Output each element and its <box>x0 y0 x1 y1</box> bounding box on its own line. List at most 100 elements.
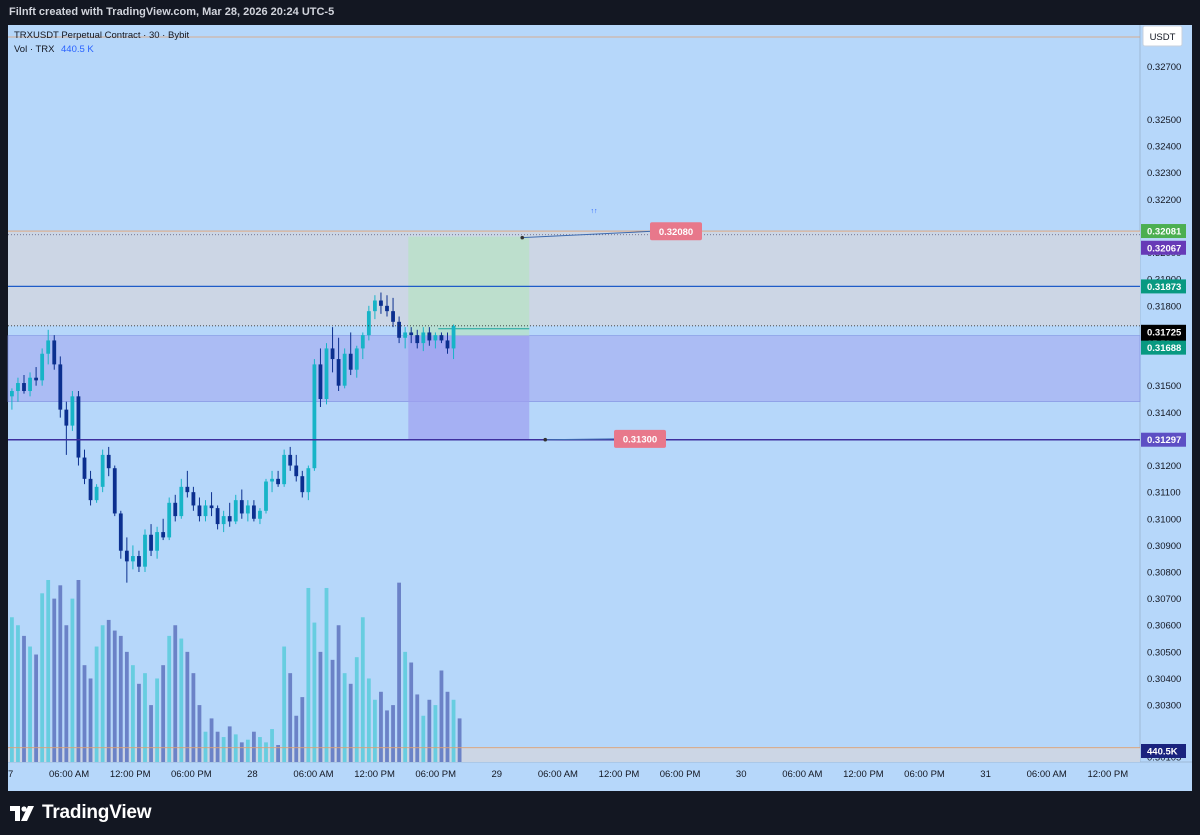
volume-bar <box>258 737 262 762</box>
price-label-text: 0.31297 <box>1147 435 1181 446</box>
volume-bar <box>385 710 389 762</box>
candle-body <box>137 556 141 567</box>
candle-body <box>124 550 129 562</box>
volume-bar <box>403 651 408 762</box>
time-tick-label: 29 <box>492 769 503 780</box>
volume-bar <box>94 646 99 762</box>
candle-body <box>354 348 359 370</box>
time-axis[interactable]: 7 06:00 AM 12:00 PM 06:00 PM 28 06:00 AM 12:00… <box>8 769 1128 780</box>
tradingview-logo-icon <box>10 805 34 821</box>
volume-bar <box>264 742 268 762</box>
price-tick-label: 0.30500 <box>1147 647 1181 658</box>
target-arrow-marker: ↑↑ <box>591 208 598 215</box>
price-tick-label: 0.31400 <box>1147 408 1181 419</box>
volume-bar <box>270 729 274 762</box>
volume-bar <box>233 734 238 762</box>
currency-button-box[interactable] <box>1142 25 1183 47</box>
volume-bar <box>221 737 226 762</box>
price-axis[interactable]: 0.32700 0.32500 0.32400 0.32300 0.32200 0.320… <box>1141 62 1186 764</box>
volume-bar <box>397 582 401 762</box>
price-label-box <box>1141 240 1186 255</box>
time-tick-label: 06:00 PM <box>904 769 945 780</box>
volume-bar <box>215 731 220 762</box>
candle-body <box>221 516 226 525</box>
volume-bar <box>348 683 353 762</box>
time-tick-label: 06:00 AM <box>1027 769 1067 780</box>
tradingview-logo[interactable]: TradingView <box>10 801 152 825</box>
candle-body <box>155 532 159 551</box>
volume-bars <box>10 579 462 762</box>
candle-body <box>451 325 456 349</box>
candle-body <box>294 465 299 477</box>
price-tick-label: 0.32700 <box>1147 62 1181 73</box>
candle-body <box>427 332 432 341</box>
candle-body <box>106 454 111 469</box>
volume-zone <box>8 747 1140 762</box>
candle-body <box>348 353 353 370</box>
volume-bar <box>118 635 123 762</box>
candle-body <box>52 340 57 365</box>
currency-button-label[interactable]: USDT <box>1150 32 1176 43</box>
price-axis-background[interactable] <box>1140 25 1192 762</box>
chart-svg[interactable]: 0.32080 ↑↑ 0.31300 0.327000.325000.324000.… <box>0 23 1200 793</box>
price-tick-label: 0.32300 <box>1147 168 1181 179</box>
candle-body <box>179 486 184 517</box>
candle-body <box>433 335 438 341</box>
candle-body <box>209 505 214 509</box>
time-tick-label: 06:00 AM <box>538 769 578 780</box>
candle-body <box>300 476 305 493</box>
candle-body <box>379 300 383 306</box>
candles <box>10 292 456 583</box>
candle-body <box>185 486 190 493</box>
volume-bar <box>100 625 105 762</box>
volume-bar <box>227 726 232 762</box>
volume-bar <box>131 665 135 762</box>
volume-bar <box>391 705 395 762</box>
volume-bar <box>88 678 93 762</box>
candle-body <box>288 454 293 466</box>
price-label-box <box>1141 279 1186 294</box>
price-tick-label: 0.30900 <box>1147 541 1181 552</box>
candle-body <box>421 332 426 344</box>
time-axis-background[interactable] <box>8 762 1192 791</box>
candle-body <box>330 348 335 360</box>
candle-body <box>445 340 450 349</box>
target-label-text: 0.32080 <box>659 227 693 238</box>
time-tick-label: 06:00 PM <box>415 769 456 780</box>
stop-callout-line <box>545 438 615 441</box>
time-tick-label: 12:00 PM <box>1087 769 1128 780</box>
candle-body <box>70 396 75 426</box>
candle-body <box>397 321 401 338</box>
resistance-zone <box>8 231 1140 326</box>
price-label-text: 0.32067 <box>1147 243 1181 254</box>
target-callout-line <box>522 230 653 239</box>
candle-body <box>100 454 105 487</box>
volume-bar <box>58 585 63 762</box>
currency-button[interactable]: USDT <box>1142 25 1183 47</box>
price-label-text: 0.32081 <box>1147 227 1182 238</box>
candle-body <box>239 500 244 514</box>
candle-body <box>46 340 51 354</box>
candle-body <box>82 457 87 479</box>
volume-bar <box>112 630 117 762</box>
stop-label-text: 0.31300 <box>623 434 657 445</box>
chart[interactable]: 0.32080 ↑↑ 0.31300 0.32700 0.32500 0.32400 0.… <box>0 23 1200 793</box>
candle-body <box>167 502 172 538</box>
tradingview-logo-text: TradingView <box>42 802 152 823</box>
candle-body <box>282 454 287 485</box>
candle-body <box>118 513 123 551</box>
candle-body <box>16 383 20 392</box>
volume-bar <box>409 662 414 762</box>
price-label-box <box>1141 744 1186 758</box>
candle-body <box>366 311 371 336</box>
volume-bar <box>366 678 371 762</box>
candle-body <box>64 409 69 426</box>
price-label-text: 0.31873 <box>1147 282 1181 293</box>
candle-body <box>149 534 153 551</box>
price-tick-label: 0.30600 <box>1147 621 1181 632</box>
time-tick-label: 06:00 PM <box>171 769 212 780</box>
time-tick-label: 12:00 PM <box>843 769 884 780</box>
target-callout-anchor <box>520 235 525 240</box>
candle-body <box>258 510 262 519</box>
volume-bar <box>185 651 190 762</box>
